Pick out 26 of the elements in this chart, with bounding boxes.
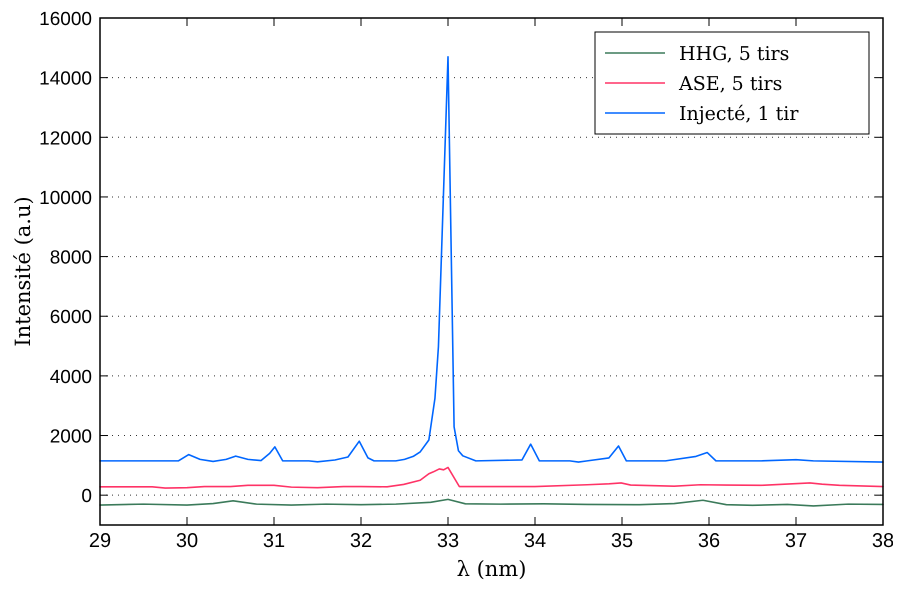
x-tick-label: 38 bbox=[872, 530, 894, 552]
x-tick-label: 34 bbox=[524, 530, 546, 552]
x-tick-label: 29 bbox=[88, 530, 112, 552]
x-tick-label: 32 bbox=[350, 530, 372, 552]
x-tick-label: 37 bbox=[784, 530, 808, 552]
x-tick-label: 30 bbox=[176, 530, 198, 552]
x-tick-label: 31 bbox=[262, 530, 286, 552]
line-series bbox=[99, 498, 884, 507]
x-tick-label: 36 bbox=[698, 530, 720, 552]
y-tick-label: 14000 bbox=[39, 68, 92, 90]
legend-label: HHG, 5 tirs bbox=[679, 43, 790, 65]
y-tick-label: 16000 bbox=[39, 9, 92, 30]
y-tick-label: 0 bbox=[81, 486, 92, 508]
y-tick-label: 12000 bbox=[39, 128, 92, 150]
y-axis-title: Intensité (a.u) bbox=[11, 196, 35, 347]
x-tick-label: 33 bbox=[436, 530, 460, 552]
y-tick-label: 2000 bbox=[50, 426, 92, 448]
x-tick-label: 35 bbox=[610, 530, 634, 552]
legend-label: Injecté, 1 tir bbox=[679, 103, 800, 125]
y-tick-label: 8000 bbox=[50, 248, 92, 269]
y-tick-label: 10000 bbox=[39, 188, 92, 209]
y-tick-label: 4000 bbox=[50, 366, 92, 388]
line-series bbox=[99, 466, 884, 489]
legend-label: ASE, 5 tirs bbox=[678, 73, 782, 95]
x-axis-title: λ (nm) bbox=[456, 557, 526, 581]
y-tick-label: 6000 bbox=[50, 307, 92, 328]
